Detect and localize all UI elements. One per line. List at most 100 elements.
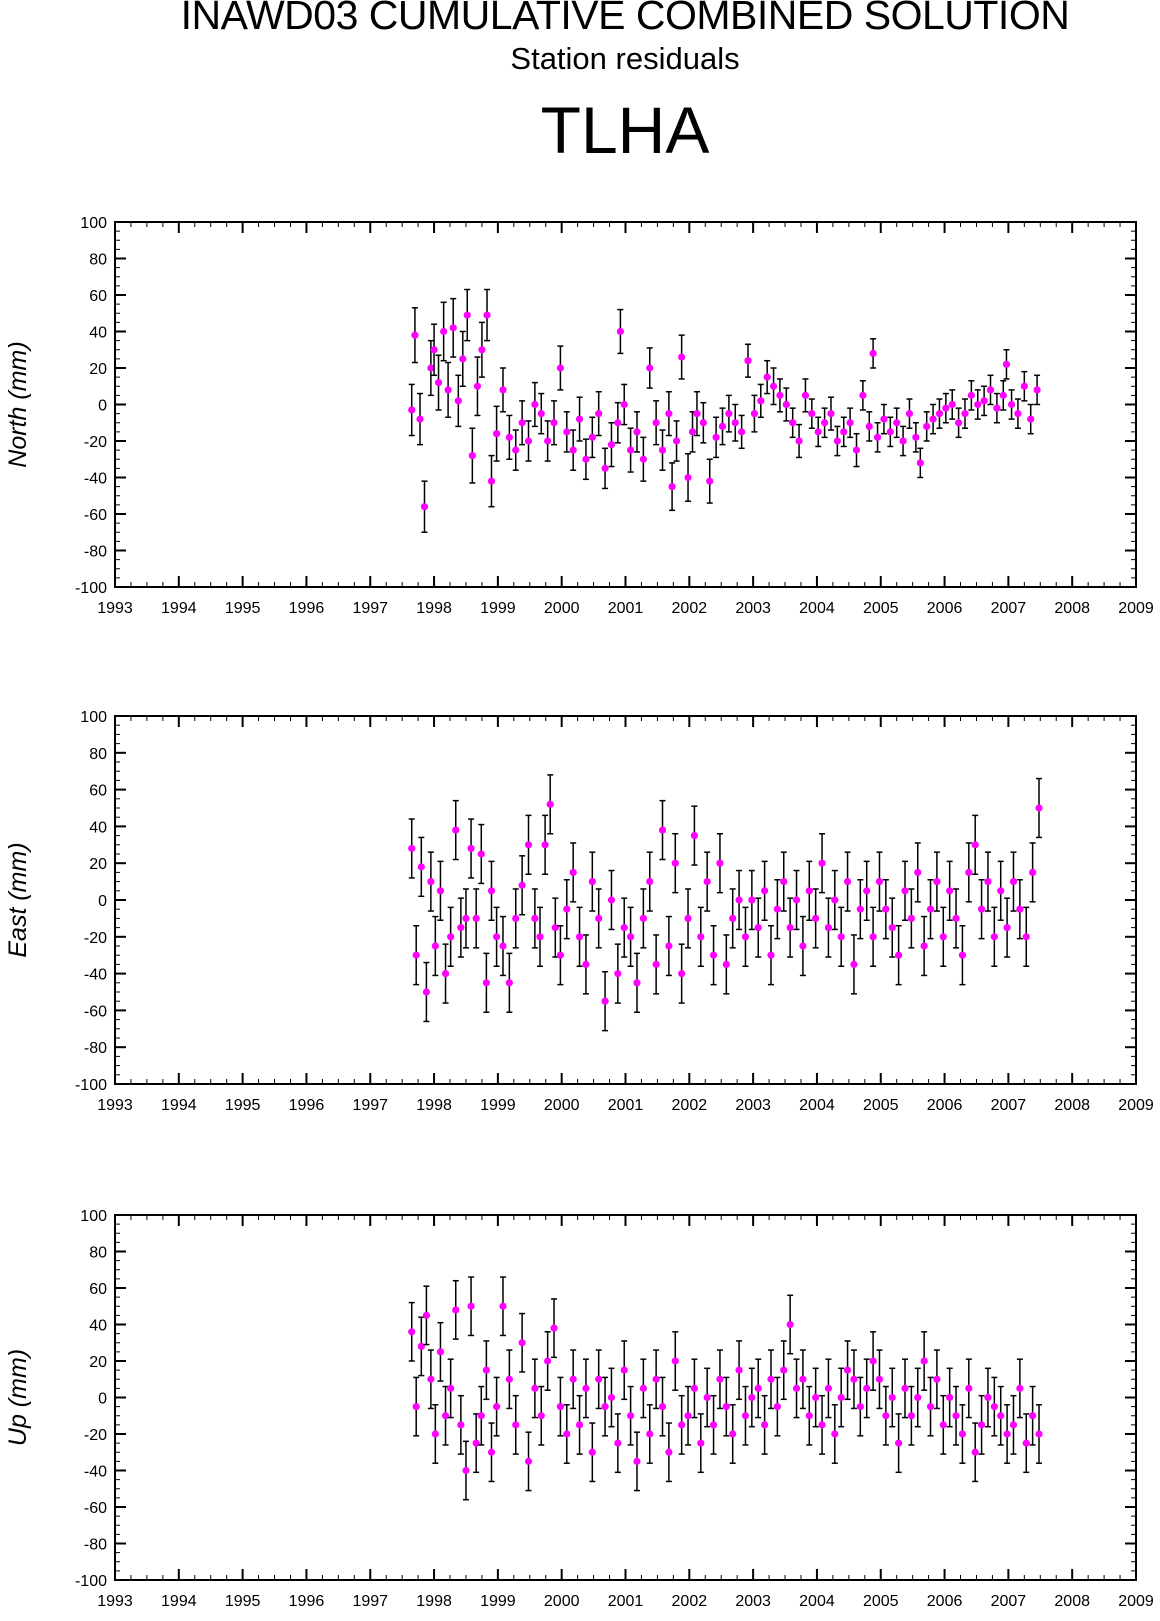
data-point [812, 914, 820, 923]
data-point [869, 933, 877, 941]
data-point [492, 1403, 501, 1411]
y-tick-label: -20 [84, 434, 107, 451]
data-point [492, 430, 501, 438]
data-point [780, 878, 788, 886]
data-point [417, 863, 425, 871]
y-tick-label: -20 [84, 930, 107, 947]
x-tick-label: 1996 [289, 1593, 325, 1610]
x-tick-label: 2003 [735, 1593, 771, 1610]
data-point [427, 364, 435, 372]
data-point [942, 404, 950, 412]
y-axis-label: East (mm) [4, 842, 32, 957]
data-point [436, 887, 445, 895]
chart-subtitle: Station residuals [510, 41, 740, 76]
data-point [627, 446, 635, 454]
data-point [706, 477, 714, 485]
data-point [537, 1412, 545, 1420]
data-point [920, 1357, 928, 1365]
data-point [709, 951, 718, 959]
data-point [965, 868, 973, 877]
data-point [668, 483, 676, 491]
data-point [588, 1448, 596, 1456]
data-point [780, 1366, 788, 1374]
data-point [499, 942, 507, 950]
data-point [869, 349, 877, 357]
data-point [524, 841, 533, 849]
data-point [886, 428, 894, 436]
x-tick-label: 1996 [289, 600, 325, 617]
data-point [518, 881, 526, 889]
x-tick-label: 2000 [544, 1097, 580, 1114]
data-point [712, 433, 720, 441]
data-point [965, 1384, 973, 1392]
data-point [997, 887, 1005, 895]
data-point [575, 933, 584, 941]
x-tick-label: 1993 [97, 1097, 133, 1114]
data-point [639, 914, 647, 923]
data-point [926, 905, 935, 913]
data-point [840, 428, 848, 436]
x-tick-label: 2007 [991, 600, 1027, 617]
data-point [633, 428, 641, 436]
data-point [767, 1375, 775, 1383]
data-point [678, 970, 686, 978]
data-point [678, 1421, 686, 1429]
data-point [933, 878, 941, 886]
data-point [463, 311, 471, 319]
y-tick-label: 40 [89, 325, 107, 342]
data-point [416, 415, 424, 423]
data-point [761, 887, 769, 895]
y-tick-label: 40 [89, 1318, 107, 1335]
data-point [601, 997, 609, 1005]
data-point [690, 1384, 699, 1392]
data-point [761, 1421, 769, 1429]
data-point [546, 800, 554, 808]
data-point [646, 1430, 654, 1438]
data-point [888, 924, 896, 932]
x-tick-label: 2005 [863, 600, 899, 617]
data-point [492, 933, 501, 941]
x-tick-label: 1993 [97, 600, 133, 617]
data-point [967, 391, 975, 399]
x-tick-label: 2000 [544, 600, 580, 617]
data-point [958, 951, 967, 959]
data-point [735, 896, 743, 904]
x-tick-label: 1994 [161, 1097, 197, 1114]
y-tick-label: 80 [89, 746, 107, 763]
y-tick-label: -40 [84, 1464, 107, 1481]
data-point [946, 887, 954, 895]
x-tick-label: 1998 [416, 1593, 452, 1610]
data-point [422, 1311, 431, 1319]
x-tick-label: 1997 [352, 1593, 388, 1610]
x-tick-label: 1995 [225, 1593, 261, 1610]
data-point [754, 1384, 762, 1392]
station-name: TLHA [540, 93, 710, 167]
data-point [808, 410, 816, 418]
data-point [482, 1366, 490, 1374]
data-point [865, 422, 873, 430]
data-point [990, 933, 998, 941]
data-point [916, 459, 924, 467]
y-tick-label: 20 [89, 856, 107, 873]
y-tick-label: 100 [80, 709, 107, 726]
x-tick-label: 1999 [480, 1593, 516, 1610]
data-point [843, 878, 852, 886]
data-point [935, 410, 944, 418]
y-tick-label: -80 [84, 1040, 107, 1057]
data-point [843, 1366, 852, 1374]
data-point [837, 1393, 845, 1402]
data-point [859, 391, 867, 399]
y-tick-label: 100 [80, 1208, 107, 1225]
data-point [665, 410, 673, 418]
x-tick-label: 2005 [863, 1097, 899, 1114]
data-point [452, 826, 460, 834]
data-point [905, 410, 914, 418]
data-point [582, 455, 590, 463]
data-point [993, 404, 1001, 412]
x-tick-label: 1994 [161, 1593, 197, 1610]
y-tick-label: 20 [89, 361, 107, 378]
data-point [457, 924, 465, 932]
data-point [633, 979, 641, 987]
data-point [729, 914, 737, 923]
data-point [569, 868, 577, 877]
